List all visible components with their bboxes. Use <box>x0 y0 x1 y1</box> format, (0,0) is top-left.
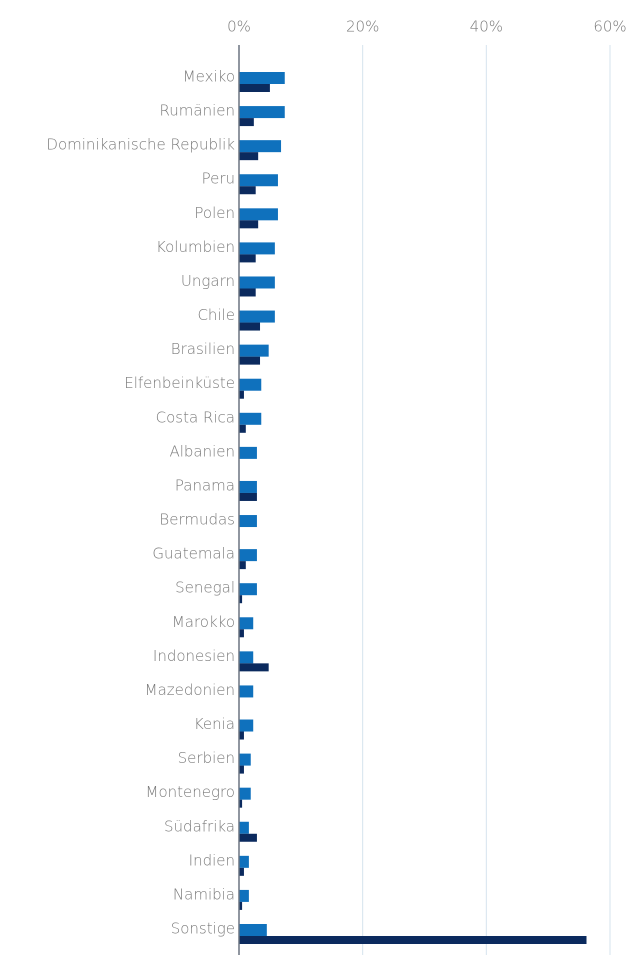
bar <box>239 276 275 289</box>
bar <box>239 583 257 596</box>
category-label: Montenegro <box>146 783 236 801</box>
category-label: Dominikanische Republik <box>46 136 235 154</box>
bar <box>239 651 254 664</box>
bar <box>239 765 244 774</box>
bar <box>239 685 254 698</box>
bar <box>239 174 278 187</box>
bar <box>239 84 270 92</box>
bar <box>239 254 256 263</box>
category-label: Indonesien <box>153 647 235 665</box>
x-tick-label: 60% <box>593 18 626 36</box>
bar <box>239 412 262 425</box>
bar <box>239 924 267 936</box>
bar <box>239 378 262 391</box>
category-label: Sonstige <box>171 920 235 938</box>
bar <box>239 220 259 229</box>
category-label: Panama <box>175 476 235 494</box>
bar <box>239 821 249 834</box>
bar <box>239 492 257 501</box>
category-label: Mazedonien <box>145 681 235 699</box>
bar <box>239 787 251 800</box>
bar <box>239 595 243 604</box>
category-label: Marokko <box>172 613 235 631</box>
category-label: Elfenbeinküste <box>124 374 235 392</box>
bar <box>239 561 246 570</box>
bar <box>239 480 257 493</box>
bar <box>239 719 254 732</box>
category-label: Polen <box>194 204 235 222</box>
category-label: Senegal <box>175 579 235 597</box>
bar <box>239 344 269 357</box>
category-label: Brasilien <box>171 340 235 358</box>
bar <box>239 390 244 399</box>
category-label: Serbien <box>178 749 235 767</box>
bar <box>239 446 257 459</box>
category-label: Peru <box>202 170 235 188</box>
bar <box>239 833 257 842</box>
x-tick-label: 0% <box>227 18 251 36</box>
bar <box>239 855 249 868</box>
category-label: Indien <box>189 851 235 869</box>
bar <box>239 118 254 127</box>
category-label: Bermudas <box>159 511 235 529</box>
bar <box>239 186 256 195</box>
bar <box>239 242 275 255</box>
bar <box>239 140 282 153</box>
bar <box>239 867 244 876</box>
bar <box>239 936 587 944</box>
category-label: Ungarn <box>181 272 235 290</box>
bar <box>239 72 285 84</box>
category-label: Albanien <box>169 442 235 460</box>
bar <box>239 288 256 297</box>
bar <box>239 889 249 902</box>
bar <box>239 515 257 528</box>
category-label: Kenia <box>194 715 235 733</box>
bar <box>239 617 254 630</box>
bar <box>239 356 261 365</box>
bar <box>239 424 246 433</box>
category-label: Namibia <box>173 885 235 903</box>
bar <box>239 152 259 161</box>
bar <box>239 663 269 672</box>
category-label: Rumänien <box>160 102 235 120</box>
bar <box>239 208 278 221</box>
bar <box>239 629 244 638</box>
x-tick-label: 40% <box>470 18 503 36</box>
category-label: Costa Rica <box>156 408 235 426</box>
category-label: Chile <box>197 306 235 324</box>
category-label: Südafrika <box>164 817 235 835</box>
bar <box>239 753 251 766</box>
bar <box>239 549 257 562</box>
bar <box>239 901 243 910</box>
x-tick-label: 20% <box>346 18 379 36</box>
category-label: Mexiko <box>183 68 235 86</box>
bar <box>239 310 275 323</box>
bar <box>239 731 244 740</box>
bar <box>239 799 243 808</box>
category-label: Guatemala <box>152 545 235 563</box>
bar <box>239 322 261 331</box>
category-label: Kolumbien <box>156 238 235 256</box>
bar <box>239 106 285 119</box>
